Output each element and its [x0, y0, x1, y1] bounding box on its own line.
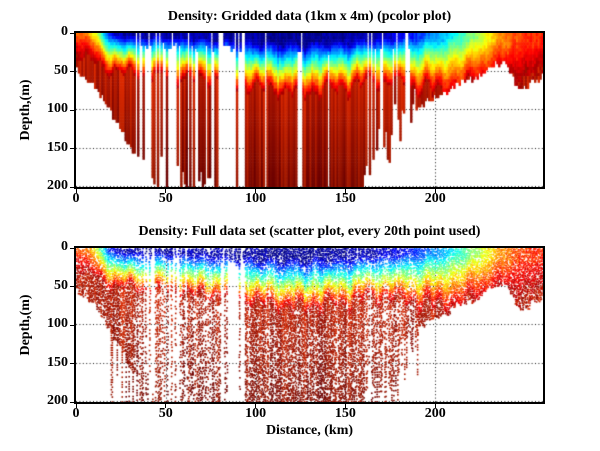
x-tick-mark	[255, 189, 257, 193]
y-tick-mark	[70, 286, 74, 287]
x-tick-mark	[434, 189, 436, 193]
y-tick-mark	[70, 32, 74, 34]
x-tick-label: 150	[334, 406, 356, 421]
x-tick-mark	[165, 404, 167, 408]
y-tick-label: 50	[54, 277, 68, 293]
x-tick-mark	[344, 404, 346, 408]
y-tick-mark	[70, 109, 74, 111]
y-tick-mark	[70, 247, 74, 249]
y-tick-label: 150	[47, 139, 68, 155]
x-tick-mark	[434, 404, 436, 408]
x-tick-label: 100	[245, 406, 267, 421]
pcolor-plot-canvas	[76, 33, 543, 187]
x-tick-label: 200	[424, 406, 446, 421]
y-tick-mark	[70, 401, 74, 403]
x-tick-label: 150	[334, 191, 356, 206]
x-tick-mark	[165, 189, 167, 193]
y-tick-label: 200	[47, 393, 68, 408]
y-tick-mark	[70, 71, 74, 72]
y-tick-label: 50	[54, 62, 68, 78]
x-tick-label: 0	[72, 191, 80, 206]
x-tick-mark	[344, 189, 346, 193]
y-tick-mark	[70, 186, 74, 188]
x-tick-mark	[75, 404, 77, 408]
y-tick-label: 100	[47, 316, 68, 331]
x-tick-label: 200	[424, 191, 446, 206]
y-tick-mark	[70, 363, 74, 364]
x-tick-label: 100	[245, 191, 267, 206]
x-tick-mark	[255, 404, 257, 408]
y-tick-mark	[70, 324, 74, 326]
x-tick-label: 50	[158, 191, 173, 206]
y-tick-label: 0	[61, 239, 68, 254]
x-tick-mark	[75, 189, 77, 193]
bottom-plot-axes	[74, 246, 545, 404]
top-plot-title: Density: Gridded data (1km x 4m) (pcolor…	[167, 9, 452, 24]
y-tick-label: 200	[47, 178, 68, 193]
top-plot-axes	[74, 31, 545, 189]
scatter-plot-canvas	[76, 248, 543, 402]
x-tick-label: 50	[158, 406, 173, 421]
y-tick-label: 0	[61, 24, 68, 39]
bottom-plot-title: Density: Full data set (scatter plot, ev…	[138, 224, 481, 239]
x-tick-label: 0	[72, 406, 80, 421]
y-tick-label: 150	[47, 354, 68, 370]
y-tick-mark	[70, 148, 74, 149]
y-tick-label: 100	[47, 101, 68, 116]
x-axis-label: Distance, (km)	[265, 423, 354, 438]
